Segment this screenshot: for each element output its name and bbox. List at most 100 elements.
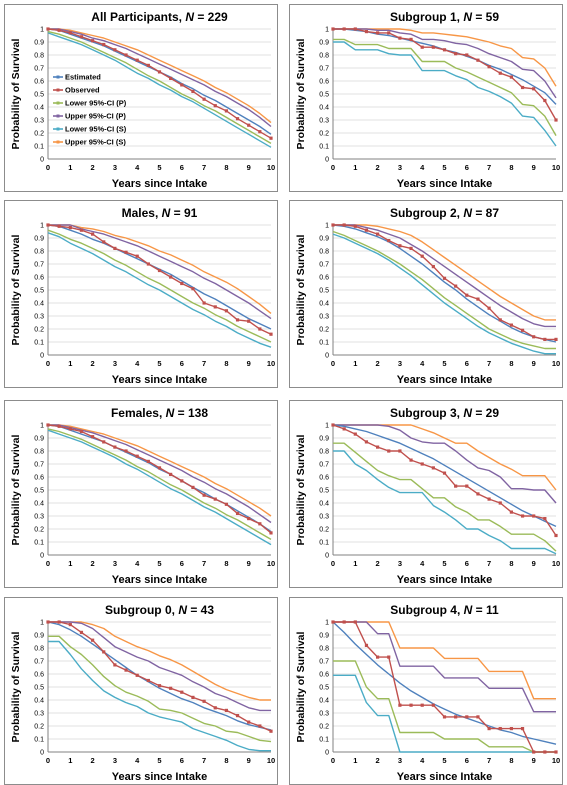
observed-point <box>476 492 480 496</box>
chart-title-main: Subgroup 1, <box>390 10 463 24</box>
y-tick-label: 0.7 <box>319 66 329 73</box>
x-tick-label: 10 <box>552 559 560 568</box>
y-tick-label: 0.7 <box>34 262 44 269</box>
chart-panel-0: All Participants, N = 229 0 0.1 0.2 0.3 0.4 0.… <box>4 4 278 192</box>
y-tick-label: 0.8 <box>34 646 44 653</box>
x-tick-label: 6 <box>180 163 184 172</box>
chart-svg: Males, N = 91 0 0.1 0.2 0.3 0.4 0.5 0.6 0.7 0.8 0.… <box>10 206 275 386</box>
chart-title-main: Males, <box>122 206 162 220</box>
y-tick-label: 1 <box>40 223 44 230</box>
y-tick-label: 0.5 <box>34 288 44 295</box>
chart-title: Subgroup 0, N = 43 <box>105 603 214 617</box>
observed-point <box>79 228 84 232</box>
y-tick-label: 0.3 <box>34 711 44 718</box>
y-tick-label: 0.4 <box>319 501 329 508</box>
observed-point <box>191 485 195 489</box>
observed-point <box>213 104 217 108</box>
observed-point <box>442 715 447 719</box>
x-tick-label: 10 <box>267 559 275 568</box>
x-axis-title: Years since Intake <box>112 574 207 586</box>
y-tick-label: 0.8 <box>34 53 44 60</box>
observed-point <box>342 223 346 227</box>
chart-title: Subgroup 3, N = 29 <box>390 406 499 420</box>
series-line-estimated <box>332 621 557 745</box>
y-tick-label: 0.6 <box>34 79 44 86</box>
y-tick-label: 0.8 <box>34 249 44 256</box>
observed-point <box>520 328 525 332</box>
y-tick-label: 0.4 <box>34 501 44 508</box>
y-tick-label: 0.4 <box>319 698 329 705</box>
observed-point <box>146 262 150 266</box>
observed-point <box>57 224 61 228</box>
observed-point <box>331 620 335 624</box>
chart-title-count: = 138 <box>174 406 208 420</box>
observed-point <box>420 45 424 49</box>
y-tick-label: 0.5 <box>319 488 329 495</box>
observed-point <box>79 35 84 39</box>
y-tick-label: 0.6 <box>34 475 44 482</box>
y-tick-label: 0.1 <box>34 540 44 547</box>
series-line-lower95s <box>333 450 557 555</box>
observed-point <box>91 638 95 642</box>
observed-point <box>102 43 106 47</box>
observed-point <box>235 318 240 322</box>
series-line-lower95p <box>47 30 272 145</box>
observed-point <box>224 309 228 313</box>
series-line-estimated <box>332 224 557 343</box>
observed-point <box>532 750 536 754</box>
observed-point <box>146 63 150 67</box>
x-tick-label: 7 <box>487 559 491 568</box>
x-tick-label: 10 <box>552 756 560 765</box>
y-tick-label: 0.1 <box>34 340 44 347</box>
x-tick-label: 5 <box>442 163 446 172</box>
legend-label: Lower 95%-CI (S) <box>65 125 127 134</box>
series-line-lower95s <box>47 232 272 348</box>
observed-point <box>409 458 413 462</box>
x-tick-label: 5 <box>157 559 161 568</box>
x-tick-label: 9 <box>247 756 251 765</box>
x-tick-label: 9 <box>532 163 536 172</box>
observed-point <box>376 31 380 35</box>
series-line-upper95p <box>333 224 556 328</box>
x-tick-label: 6 <box>465 359 469 368</box>
x-tick-label: 0 <box>46 756 50 765</box>
x-axis-title: Years since Intake <box>397 178 492 190</box>
y-tick-label: 0.2 <box>34 327 44 334</box>
x-tick-label: 0 <box>331 359 335 368</box>
chart-title-count: = 29 <box>472 406 499 420</box>
observed-point <box>57 620 61 624</box>
y-tick-label: 0.1 <box>34 737 44 744</box>
x-tick-label: 0 <box>331 756 335 765</box>
observed-point <box>431 265 435 269</box>
observed-point <box>465 715 469 719</box>
chart-title-main: Subgroup 0, <box>105 603 178 617</box>
y-axis-title: Probability of Survival <box>295 434 307 545</box>
series-line-upper95s <box>48 424 272 517</box>
y-tick-label: 0 <box>325 750 329 757</box>
observed-point <box>247 319 251 323</box>
observed-point <box>269 332 273 336</box>
chart-svg: Subgroup 1, N = 59 0 0.1 0.2 0.3 0.4 0.5 0.6 0.7… <box>295 10 560 190</box>
series-line-estimated <box>47 621 272 731</box>
x-tick-label: 3 <box>398 559 402 568</box>
y-tick-label: 1 <box>325 223 329 230</box>
series-line-lower95p <box>333 442 557 552</box>
series-line-upper95p <box>333 621 556 713</box>
y-tick-label: 0.1 <box>319 340 329 347</box>
x-tick-label: 8 <box>224 559 228 568</box>
x-tick-label: 9 <box>247 359 251 368</box>
chart-title: Subgroup 4, N = 11 <box>390 603 499 617</box>
series-line-upper95s <box>333 621 556 700</box>
y-tick-label: 0.7 <box>319 262 329 269</box>
chart-title-main: Females, <box>111 406 166 420</box>
y-tick-label: 1 <box>40 620 44 627</box>
observed-point <box>520 727 525 731</box>
chart-svg: Subgroup 3, N = 29 0 0.1 0.2 0.3 0.4 0.5 0.6 0.7… <box>295 406 560 586</box>
y-tick-label: 0.4 <box>34 698 44 705</box>
observed-point <box>258 130 262 134</box>
observed-point <box>520 514 525 518</box>
observed-point <box>91 39 95 43</box>
y-tick-label: 0.1 <box>319 144 329 151</box>
observed-point <box>420 254 424 258</box>
series-line-lower95p <box>47 428 272 541</box>
